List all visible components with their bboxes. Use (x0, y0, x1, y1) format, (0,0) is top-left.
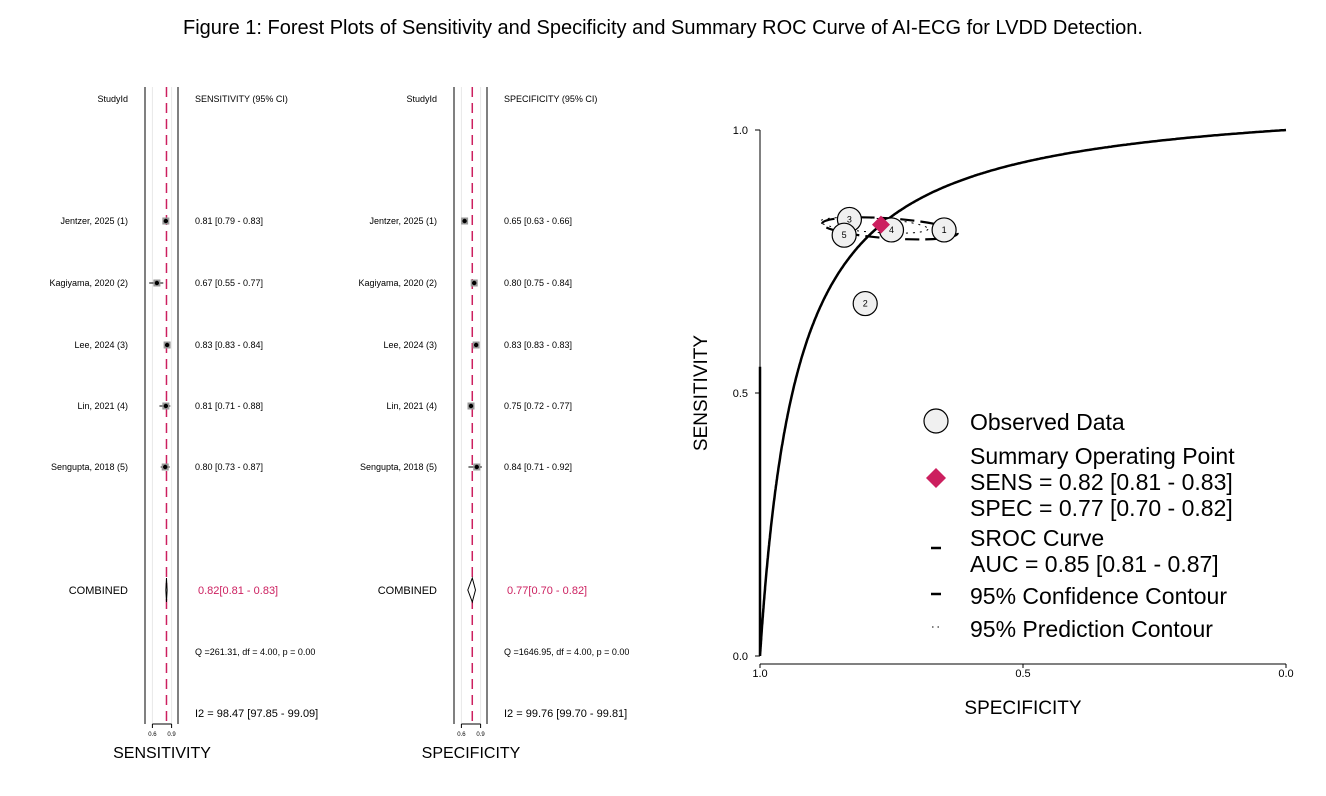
specificity-x-tick-label: 0.9 (476, 732, 485, 738)
specificity-study-label: 0.83 [0.83 - 0.83] (504, 340, 572, 350)
specificity-combined-label: 0.77[0.70 - 0.82] (507, 585, 587, 597)
sensitivity-heterogeneity: Q =261.31, df = 4.00, p = 0.00 (195, 647, 315, 657)
specificity-id-header: StudyId (406, 94, 437, 104)
observed-point (852, 290, 878, 317)
sensitivity-study-point (163, 403, 169, 409)
specificity-study-id: Kagiyama, 2020 (2) (358, 278, 437, 288)
sensitivity-x-tick-label: 0.6 (148, 732, 157, 738)
specificity-study-point (468, 403, 474, 409)
sroc-curve (758, 128, 1287, 656)
observed-point-label: 5 (842, 230, 847, 240)
specificity-study-label: 0.65 [0.63 - 0.66] (504, 216, 572, 226)
sroc-x-label: SPECIFICITY (964, 698, 1082, 719)
observed-point-label: 2 (863, 299, 868, 309)
legend-sroc-text: AUC = 0.85 [0.81 - 0.87] (970, 551, 1219, 577)
sensitivity-study-point (164, 342, 170, 348)
specificity-study-id: Lee, 2024 (3) (383, 340, 437, 350)
legend-summary-icon (926, 468, 946, 488)
legend-confidence-text: 95% Confidence Contour (970, 583, 1227, 609)
legend-observed-text: Observed Data (970, 409, 1125, 435)
observed-point (931, 217, 957, 243)
sensitivity-id-header: StudyId (97, 94, 128, 104)
sensitivity-study-point (154, 280, 160, 286)
sensitivity-study-point (163, 464, 168, 470)
specificity-study-id: Jentzer, 2025 (1) (369, 216, 437, 226)
sroc-y-tick-label: 1.0 (733, 125, 748, 137)
observed-point (831, 222, 857, 248)
sensitivity-study-point (163, 218, 169, 224)
specificity-study-point (462, 218, 467, 224)
legend-summary-text: SENS = 0.82 [0.81 - 0.83] (970, 469, 1233, 495)
specificity-study-label: 0.80 [0.75 - 0.84] (504, 278, 572, 288)
sensitivity-combined-id: COMBINED (69, 585, 128, 597)
specificity-x-tick-label: 0.6 (457, 732, 466, 738)
specificity-x-label: SPECIFICITY (422, 745, 521, 762)
specificity-study-label: 0.75 [0.72 - 0.77] (504, 401, 572, 411)
summary-operating-point (871, 215, 890, 234)
legend-sroc-text: SROC Curve (970, 525, 1104, 551)
legend-observed-icon (923, 408, 949, 434)
observed-point-label: 4 (889, 225, 894, 235)
sensitivity-study-label: 0.83 [0.83 - 0.84] (195, 340, 263, 350)
figure-title: Figure 1: Forest Plots of Sensitivity an… (183, 17, 1143, 39)
sensitivity-study-label: 0.67 [0.55 - 0.77] (195, 278, 263, 288)
sensitivity-x-tick-label: 0.9 (167, 732, 176, 738)
sroc-y-tick-label: 0.5 (733, 388, 748, 400)
specificity-study-point (473, 342, 479, 348)
sroc-x-tick-label: 0.0 (1278, 668, 1293, 680)
sensitivity-combined-diamond (165, 577, 168, 603)
prediction-contour (819, 216, 929, 234)
observed-point-label: 1 (942, 225, 947, 235)
specificity-study-point (472, 280, 477, 286)
specificity-study-point (474, 464, 479, 470)
sensitivity-study-label: 0.81 [0.71 - 0.88] (195, 401, 263, 411)
legend-prediction-text: 95% Prediction Contour (970, 616, 1213, 642)
sensitivity-study-id: Lee, 2024 (3) (74, 340, 128, 350)
sensitivity-x-label: SENSITIVITY (113, 745, 211, 762)
specificity-heterogeneity: Q =1646.95, df = 4.00, p = 0.00 (504, 647, 629, 657)
sensitivity-study-id: Jentzer, 2025 (1) (60, 216, 128, 226)
sroc-x-tick-label: 0.5 (1015, 668, 1030, 680)
sroc-y-tick-label: 0.0 (733, 651, 748, 663)
sensitivity-combined-label: 0.82[0.81 - 0.83] (198, 585, 278, 597)
specificity-study-label: 0.84 [0.71 - 0.92] (504, 462, 572, 472)
specificity-study-id: Sengupta, 2018 (5) (360, 462, 437, 472)
specificity-combined-diamond (467, 576, 476, 604)
sensitivity-i2: I2 = 98.47 [97.85 - 99.09] (195, 708, 318, 720)
specificity-ci-header: SPECIFICITY (95% CI) (504, 94, 597, 104)
sensitivity-study-id: Kagiyama, 2020 (2) (49, 278, 128, 288)
sensitivity-study-label: 0.80 [0.73 - 0.87] (195, 462, 263, 472)
sensitivity-study-id: Lin, 2021 (4) (77, 401, 128, 411)
sensitivity-study-label: 0.81 [0.79 - 0.83] (195, 216, 263, 226)
sensitivity-study-id: Sengupta, 2018 (5) (51, 462, 128, 472)
sroc-y-label: SENSITIVITY (691, 335, 712, 451)
legend-summary-text: SPEC = 0.77 [0.70 - 0.82] (970, 495, 1233, 521)
sroc-x-tick-label: 1.0 (752, 668, 767, 680)
observed-point-label: 3 (847, 214, 852, 224)
legend-summary-text: Summary Operating Point (970, 443, 1235, 469)
specificity-study-id: Lin, 2021 (4) (386, 401, 437, 411)
sensitivity-ci-header: SENSITIVITY (95% CI) (195, 94, 288, 104)
specificity-i2: I2 = 99.76 [99.70 - 99.81] (504, 708, 627, 720)
specificity-combined-id: COMBINED (378, 585, 437, 597)
